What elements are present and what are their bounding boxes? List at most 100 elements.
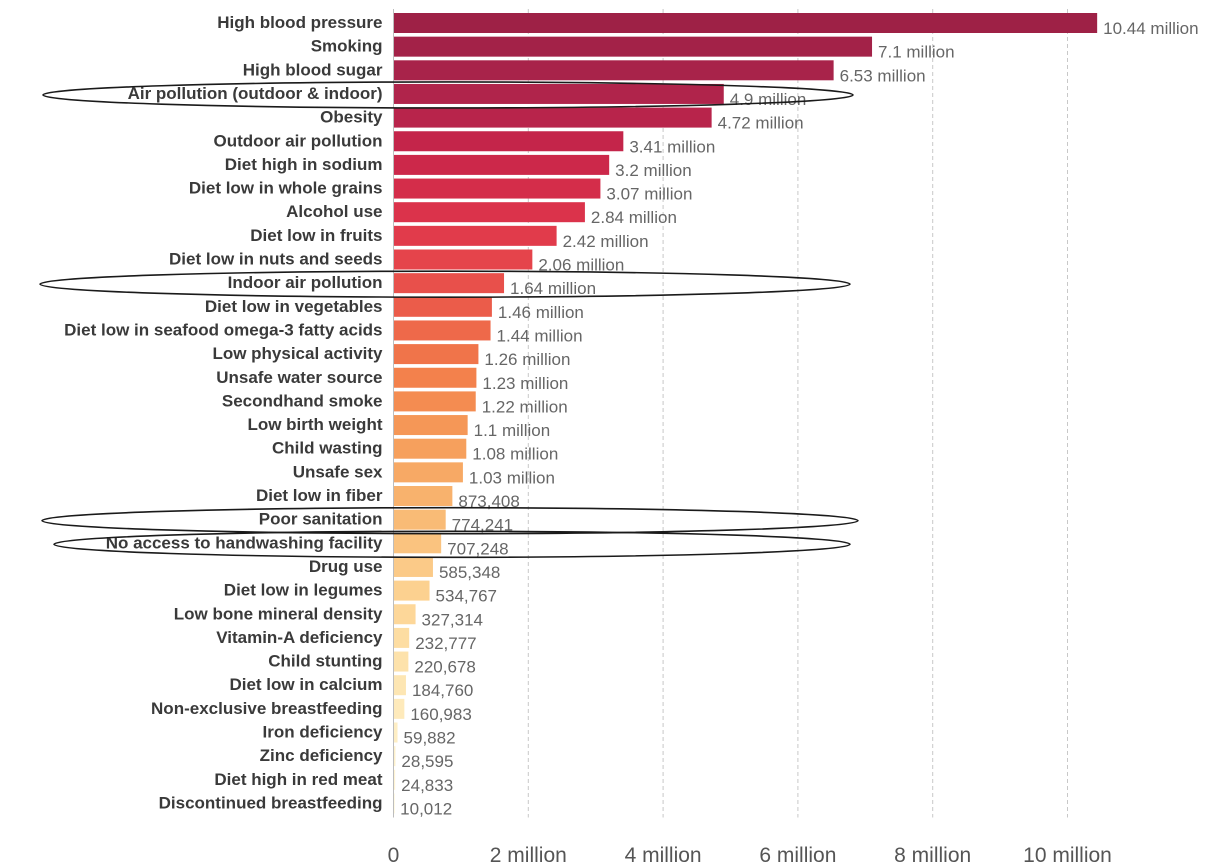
category-label-diet-low-in-fiber: Diet low in fiber bbox=[256, 486, 383, 505]
category-label-diet-low-in-calcium: Diet low in calcium bbox=[229, 675, 382, 694]
value-label-child-stunting: 220,678 bbox=[414, 658, 475, 677]
category-label-diet-high-in-sodium: Diet high in sodium bbox=[225, 155, 383, 174]
value-label-diet-low-in-nuts-and-seeds: 2.06 million bbox=[538, 256, 624, 275]
category-label-discontinued-breastfeeding: Discontinued breastfeeding bbox=[159, 793, 383, 812]
bar-indoor-air-pollution bbox=[393, 273, 505, 294]
category-label-secondhand-smoke: Secondhand smoke bbox=[222, 391, 383, 410]
value-label-iron-deficiency: 59,882 bbox=[404, 729, 456, 748]
category-label-drug-use: Drug use bbox=[309, 557, 383, 576]
category-label-child-wasting: Child wasting bbox=[272, 439, 383, 458]
category-label-child-stunting: Child stunting bbox=[268, 652, 382, 671]
category-label-no-access-to-handwashing-facility: No access to handwashing facility bbox=[106, 533, 383, 552]
value-label-diet-high-in-red-meat: 24,833 bbox=[401, 776, 453, 795]
bar-zinc-deficiency bbox=[393, 746, 396, 767]
value-label-obesity: 4.72 million bbox=[718, 114, 804, 133]
x-tick-label-0: 0 bbox=[388, 844, 400, 865]
bar-outdoor-air-pollution bbox=[393, 131, 624, 152]
category-label-diet-high-in-red-meat: Diet high in red meat bbox=[214, 770, 382, 789]
value-label-diet-low-in-whole-grains: 3.07 million bbox=[606, 185, 692, 204]
x-axis-ticks: 0 2 million 4 million 6 million 8 million 10 … bbox=[388, 844, 1112, 865]
value-label-vitamin-a-deficiency: 232,777 bbox=[415, 634, 476, 653]
bar-air-pollution-outdoor-indoor bbox=[393, 83, 724, 104]
bar-low-birth-weight bbox=[393, 415, 468, 436]
bar-smoking bbox=[393, 36, 873, 57]
bar-iron-deficiency bbox=[393, 722, 398, 743]
category-label-indoor-air-pollution: Indoor air pollution bbox=[228, 273, 383, 292]
bar-unsafe-water-source bbox=[393, 367, 477, 388]
value-label-diet-high-in-sodium: 3.2 million bbox=[615, 161, 692, 180]
bar-diet-low-in-whole-grains bbox=[393, 178, 601, 199]
bar-diet-low-in-legumes bbox=[393, 580, 430, 601]
highlight-ellipse-no-access-to-handwashing-facility bbox=[53, 530, 851, 559]
category-label-diet-low-in-seafood-omega-3-fatty-acids: Diet low in seafood omega-3 fatty acids bbox=[64, 320, 382, 339]
bar-vitamin-a-deficiency bbox=[393, 627, 410, 648]
bar-secondhand-smoke bbox=[393, 391, 476, 412]
category-label-diet-low-in-fruits: Diet low in fruits bbox=[250, 226, 382, 245]
value-label-outdoor-air-pollution: 3.41 million bbox=[629, 137, 715, 156]
bars bbox=[393, 13, 1098, 814]
category-label-non-exclusive-breastfeeding: Non-exclusive breastfeeding bbox=[151, 699, 382, 718]
value-label-diet-low-in-fiber: 873,408 bbox=[458, 492, 519, 511]
category-label-unsafe-sex: Unsafe sex bbox=[293, 462, 383, 481]
value-label-no-access-to-handwashing-facility: 707,248 bbox=[447, 539, 508, 558]
category-label-vitamin-a-deficiency: Vitamin-A deficiency bbox=[216, 628, 383, 647]
value-label-diet-low-in-vegetables: 1.46 million bbox=[498, 303, 584, 322]
bar-diet-high-in-red-meat bbox=[393, 769, 396, 790]
highlight-ellipse-air-pollution-outdoor-indoor bbox=[42, 81, 854, 109]
value-label-diet-low-in-fruits: 2.42 million bbox=[563, 232, 649, 251]
bar-diet-low-in-calcium bbox=[393, 675, 406, 696]
value-label-secondhand-smoke: 1.22 million bbox=[482, 397, 568, 416]
value-label-diet-low-in-legumes: 534,767 bbox=[436, 587, 497, 606]
x-tick-label-8: 8 million bbox=[894, 844, 971, 865]
bar-diet-low-in-fruits bbox=[393, 225, 557, 246]
value-label-diet-low-in-calcium: 184,760 bbox=[412, 681, 473, 700]
value-label-zinc-deficiency: 28,595 bbox=[401, 752, 453, 771]
highlight-ellipses bbox=[39, 81, 859, 559]
bar-child-wasting bbox=[393, 438, 467, 459]
category-label-alcohol-use: Alcohol use bbox=[286, 202, 382, 221]
category-label-unsafe-water-source: Unsafe water source bbox=[216, 368, 382, 387]
bar-discontinued-breastfeeding bbox=[393, 793, 395, 814]
bar-unsafe-sex bbox=[393, 462, 463, 483]
bar-alcohol-use bbox=[393, 202, 585, 223]
bar-diet-high-in-sodium bbox=[393, 154, 610, 175]
category-label-diet-low-in-legumes: Diet low in legumes bbox=[224, 581, 383, 600]
category-label-low-bone-mineral-density: Low bone mineral density bbox=[174, 604, 383, 623]
bar-diet-low-in-vegetables bbox=[393, 296, 492, 317]
value-label-alcohol-use: 2.84 million bbox=[591, 208, 677, 227]
value-label-low-physical-activity: 1.26 million bbox=[484, 350, 570, 369]
x-tick-label-6: 6 million bbox=[759, 844, 836, 865]
bar-low-physical-activity bbox=[393, 344, 479, 365]
value-label-low-bone-mineral-density: 327,314 bbox=[422, 610, 483, 629]
category-label-low-physical-activity: Low physical activity bbox=[212, 344, 383, 363]
bar-non-exclusive-breastfeeding bbox=[393, 698, 405, 719]
category-label-outdoor-air-pollution: Outdoor air pollution bbox=[213, 131, 382, 150]
value-label-low-birth-weight: 1.1 million bbox=[474, 421, 551, 440]
value-label-high-blood-sugar: 6.53 million bbox=[840, 66, 926, 85]
value-label-non-exclusive-breastfeeding: 160,983 bbox=[410, 705, 471, 724]
bar-diet-low-in-seafood-omega-3-fatty-acids bbox=[393, 320, 491, 341]
value-label-high-blood-pressure: 10.44 million bbox=[1103, 19, 1198, 38]
category-label-poor-sanitation: Poor sanitation bbox=[259, 510, 383, 529]
category-label-low-birth-weight: Low birth weight bbox=[247, 415, 382, 434]
value-labels: 10.44 million 7.1 million 6.53 million 4.9 … bbox=[400, 19, 1198, 818]
bar-high-blood-pressure bbox=[393, 13, 1098, 33]
category-label-diet-low-in-vegetables: Diet low in vegetables bbox=[205, 297, 383, 316]
category-label-iron-deficiency: Iron deficiency bbox=[263, 723, 384, 742]
bar-diet-low-in-fiber bbox=[393, 486, 453, 506]
bar-obesity bbox=[393, 107, 712, 128]
value-label-poor-sanitation: 774,241 bbox=[452, 516, 513, 535]
category-label-high-blood-sugar: High blood sugar bbox=[243, 60, 383, 79]
value-label-drug-use: 585,348 bbox=[439, 563, 500, 582]
highlight-ellipse-indoor-air-pollution bbox=[39, 270, 851, 298]
x-tick-label-10: 10 million bbox=[1023, 844, 1112, 865]
value-label-smoking: 7.1 million bbox=[878, 43, 955, 62]
bar-low-bone-mineral-density bbox=[393, 604, 416, 625]
value-label-unsafe-sex: 1.03 million bbox=[469, 468, 555, 487]
x-tick-label-4: 4 million bbox=[625, 844, 702, 865]
x-tick-label-2: 2 million bbox=[490, 844, 567, 865]
category-label-air-pollution-outdoor-indoor: Air pollution (outdoor & indoor) bbox=[128, 84, 383, 103]
category-label-diet-low-in-nuts-and-seeds: Diet low in nuts and seeds bbox=[169, 250, 382, 269]
